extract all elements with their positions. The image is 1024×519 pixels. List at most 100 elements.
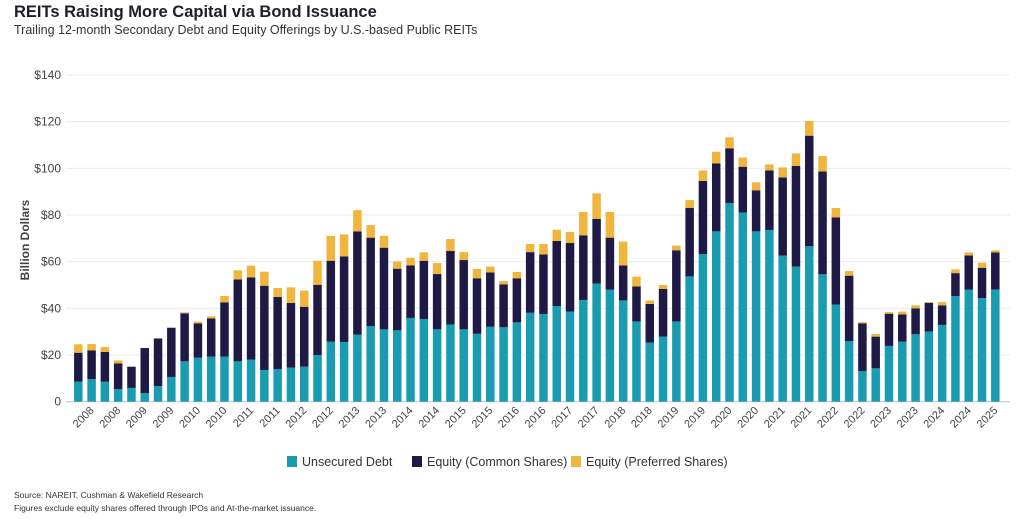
bar-equity-common xyxy=(419,260,429,320)
bar-unsecured-debt xyxy=(140,393,149,402)
bar-equity-common xyxy=(459,260,468,330)
bar-unsecured-debt xyxy=(539,313,548,402)
bar-stack xyxy=(326,235,336,402)
bar-equity-common xyxy=(579,235,588,300)
bar-unsecured-debt xyxy=(525,312,535,402)
bar-unsecured-debt xyxy=(326,341,336,402)
x-tick-label: 2008 xyxy=(97,405,123,431)
bar-stack xyxy=(871,334,880,402)
x-tick-label: 2012 xyxy=(310,405,336,431)
bar-equity-common xyxy=(765,170,774,230)
bar-equity-common xyxy=(140,348,149,394)
bar-stack xyxy=(592,193,601,402)
bar-equity-preferred xyxy=(193,321,203,324)
x-tick-label: 2017 xyxy=(549,405,575,431)
bar-equity-common xyxy=(326,260,336,342)
bar-equity-common xyxy=(100,351,110,382)
bar-unsecured-debt xyxy=(379,329,389,402)
bar-unsecured-debt xyxy=(685,276,694,402)
x-tick-label: 2015 xyxy=(470,405,496,431)
bar-unsecured-debt xyxy=(339,341,349,402)
bar-equity-preferred xyxy=(725,137,734,149)
x-tick-label: 2018 xyxy=(603,405,629,431)
x-tick-label: 2023 xyxy=(868,405,894,431)
bar-stack xyxy=(446,239,455,402)
bar-stack xyxy=(113,360,123,402)
bar-stack xyxy=(818,155,827,402)
bar-equity-common xyxy=(167,327,176,377)
bar-unsecured-debt xyxy=(911,334,920,402)
x-tick-label: 2024 xyxy=(948,405,974,431)
bar-equity-common xyxy=(685,207,694,277)
bar-equity-common xyxy=(525,252,535,313)
bar-equity-common xyxy=(393,268,402,331)
bar-unsecured-debt xyxy=(698,253,708,402)
bar-stack xyxy=(964,252,973,402)
bar-equity-preferred xyxy=(100,347,110,352)
bar-unsecured-debt xyxy=(632,321,641,402)
y-axis-label: Billion Dollars xyxy=(18,199,32,280)
bar-unsecured-debt xyxy=(791,266,801,402)
bar-stack xyxy=(951,269,960,402)
bar-unsecured-debt xyxy=(618,300,628,402)
bar-unsecured-debt xyxy=(299,366,309,402)
bar-equity-preferred xyxy=(313,260,322,285)
bar-equity-preferred xyxy=(791,153,801,167)
bar-stack xyxy=(419,252,429,402)
bar-unsecured-debt xyxy=(977,298,987,402)
bar-equity-preferred xyxy=(486,266,495,273)
bar-stack xyxy=(486,266,495,402)
bar-unsecured-debt xyxy=(459,329,468,402)
legend-label: Equity (Common Shares) xyxy=(427,455,567,469)
bar-equity-preferred xyxy=(286,287,296,303)
bar-equity-common xyxy=(991,252,1000,290)
bar-stack xyxy=(924,302,934,402)
bar-equity-common xyxy=(206,318,216,357)
bar-equity-common xyxy=(924,302,934,332)
bar-equity-common xyxy=(299,306,309,367)
bar-unsecured-debt xyxy=(260,369,269,402)
bar-stack xyxy=(632,276,641,402)
bar-equity-common xyxy=(113,363,123,390)
bar-stack xyxy=(711,151,721,402)
bar-equity-preferred xyxy=(113,360,123,364)
bar-equity-common xyxy=(844,275,854,342)
bar-stack xyxy=(791,153,801,402)
bar-equity-preferred xyxy=(844,271,854,276)
bar-equity-common xyxy=(911,308,920,335)
x-tick-label: 2018 xyxy=(629,405,655,431)
bar-equity-preferred xyxy=(180,312,189,314)
bar-stack xyxy=(698,170,708,402)
bar-equity-common xyxy=(605,237,615,290)
bar-equity-preferred xyxy=(206,316,216,319)
bar-equity-preferred xyxy=(233,270,243,280)
x-tick-label: 2019 xyxy=(656,405,682,431)
bar-equity-preferred xyxy=(805,120,814,136)
bar-stack xyxy=(858,322,867,402)
chart-title: REITs Raising More Capital via Bond Issu… xyxy=(14,3,377,21)
bar-equity-preferred xyxy=(419,252,429,261)
bar-stack xyxy=(844,271,854,402)
y-tick-label: $140 xyxy=(34,68,61,82)
bar-equity-preferred xyxy=(698,170,708,181)
bar-unsecured-debt xyxy=(512,322,522,402)
bar-unsecured-debt xyxy=(579,299,588,402)
bar-unsecured-debt xyxy=(167,376,176,402)
bar-equity-preferred xyxy=(393,261,402,269)
bar-stack xyxy=(180,312,189,402)
bar-unsecured-debt xyxy=(87,379,96,402)
x-tick-label: 2022 xyxy=(815,405,841,431)
bar-unsecured-debt xyxy=(765,229,774,402)
source-notes: Source: NAREIT, Cushman & Wakefield Rese… xyxy=(14,489,316,515)
bar-stack xyxy=(167,327,176,402)
bar-equity-common xyxy=(672,250,681,322)
x-tick-label: 2024 xyxy=(921,405,947,431)
bar-equity-common xyxy=(791,166,801,267)
bar-unsecured-debt xyxy=(366,326,375,402)
bar-equity-common xyxy=(246,277,256,360)
bar-equity-common xyxy=(725,148,734,204)
x-tick-label: 2012 xyxy=(284,405,310,431)
bar-equity-common xyxy=(87,350,96,380)
bar-equity-preferred xyxy=(685,200,694,208)
bar-stack xyxy=(246,265,256,402)
